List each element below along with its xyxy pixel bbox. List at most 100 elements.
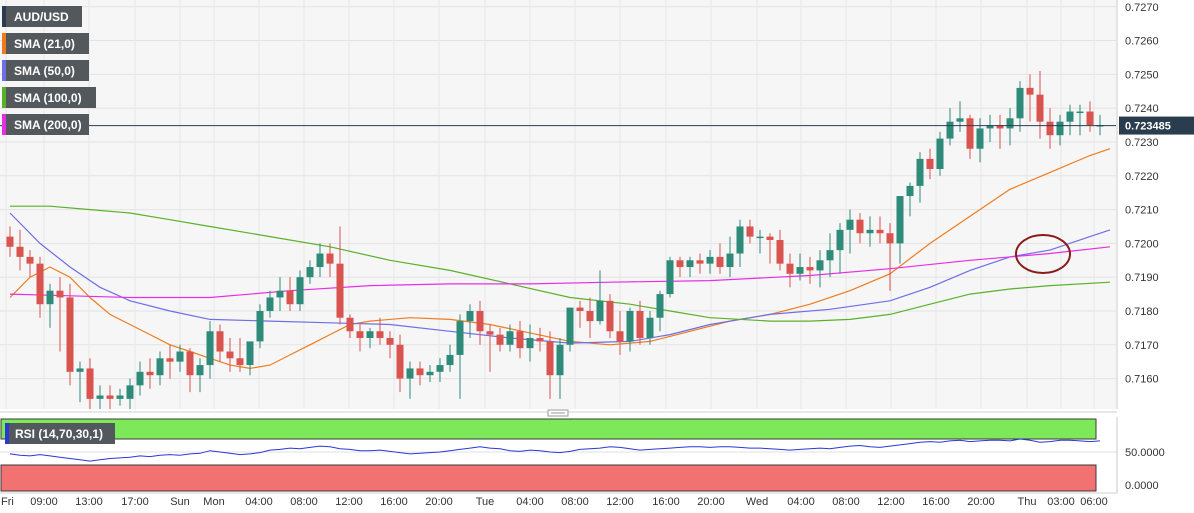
candle-body bbox=[856, 219, 864, 234]
candle-body bbox=[766, 236, 774, 240]
legend-item-box[interactable] bbox=[2, 114, 89, 135]
candle-body bbox=[386, 338, 394, 345]
legend-item-box[interactable] bbox=[2, 60, 89, 81]
candle-body bbox=[76, 368, 84, 372]
candle-body bbox=[736, 226, 744, 254]
candle-body bbox=[506, 331, 514, 345]
candle-body bbox=[666, 260, 674, 295]
candle-body bbox=[726, 253, 734, 268]
candle-body bbox=[886, 233, 894, 244]
y-tick-label: 0.7200 bbox=[1125, 238, 1159, 250]
candle-body bbox=[776, 239, 784, 264]
candle-body bbox=[1026, 87, 1034, 95]
x-tick-label: Mon bbox=[203, 496, 224, 508]
x-tick-label: 16:00 bbox=[380, 496, 408, 508]
x-tick-label: 12:00 bbox=[606, 496, 634, 508]
x-tick-label: 03:00 bbox=[1047, 496, 1075, 508]
candle-body bbox=[96, 395, 104, 399]
candle-body bbox=[36, 263, 44, 305]
x-tick-label: 06:00 bbox=[1080, 496, 1108, 508]
y-tick-label: 0.7270 bbox=[1125, 2, 1159, 14]
candle-body bbox=[176, 351, 184, 362]
legend-item-label: SMA (200,0) bbox=[14, 118, 82, 132]
candle-body bbox=[1056, 121, 1064, 136]
y-tick-label: 0.7240 bbox=[1125, 103, 1159, 115]
candle-body bbox=[706, 256, 714, 264]
x-tick-label: 20:00 bbox=[697, 496, 725, 508]
candle-body bbox=[216, 331, 224, 352]
candle-body bbox=[236, 358, 244, 366]
candle-body bbox=[356, 331, 364, 339]
x-tick-label: 16:00 bbox=[922, 496, 950, 508]
sma-line-4 bbox=[9, 246, 1111, 299]
candle-body bbox=[166, 358, 174, 362]
x-tick-label: 17:00 bbox=[121, 496, 149, 508]
candle-body bbox=[746, 226, 754, 237]
candle-body bbox=[6, 236, 14, 247]
candle-body bbox=[1086, 111, 1094, 126]
candle-body bbox=[1006, 118, 1014, 129]
candle-body bbox=[466, 310, 474, 322]
candle-body bbox=[686, 260, 694, 268]
candle-body bbox=[336, 263, 344, 318]
y-tick-label: 0.7190 bbox=[1125, 272, 1159, 284]
candle-body bbox=[576, 307, 584, 311]
candle-body bbox=[16, 246, 24, 257]
y-tick-label: 0.7260 bbox=[1125, 36, 1159, 48]
candle-body bbox=[376, 331, 384, 339]
rsi-label-box[interactable] bbox=[5, 423, 115, 444]
candle-body bbox=[966, 118, 974, 149]
x-tick-label: 13:00 bbox=[75, 496, 103, 508]
candle-body bbox=[616, 331, 624, 342]
candle-body bbox=[366, 331, 374, 339]
candle-body bbox=[316, 253, 324, 268]
x-tick-label: Sun bbox=[170, 496, 190, 508]
candle-body bbox=[786, 263, 794, 274]
rsi-overbought-zone bbox=[0, 418, 1097, 440]
candle-body bbox=[526, 338, 534, 349]
candle-body bbox=[936, 138, 944, 170]
candle-body bbox=[496, 334, 504, 345]
candle-body bbox=[416, 368, 424, 376]
candle-body bbox=[836, 229, 844, 251]
candle-body bbox=[696, 260, 704, 264]
candle-body bbox=[486, 331, 494, 335]
x-tick-label: 20:00 bbox=[967, 496, 995, 508]
candle-body bbox=[906, 185, 914, 197]
main-plot-area bbox=[0, 0, 1116, 409]
x-tick-label: 09:00 bbox=[30, 496, 58, 508]
x-tick-label: 04:00 bbox=[787, 496, 815, 508]
candle-body bbox=[866, 229, 874, 234]
candle-body bbox=[606, 300, 614, 332]
candle-body bbox=[676, 260, 684, 268]
candle-body bbox=[1076, 111, 1084, 114]
rsi-oversold-zone bbox=[0, 464, 1097, 492]
rsi-y-tick-label: 50.0000 bbox=[1125, 447, 1165, 459]
candle-body bbox=[276, 290, 284, 298]
candle-body bbox=[186, 351, 194, 376]
candle-body bbox=[586, 310, 594, 322]
candle-body bbox=[56, 290, 64, 298]
x-tick-label: 12:00 bbox=[877, 496, 905, 508]
candle-body bbox=[796, 267, 804, 274]
candle-body bbox=[636, 310, 644, 339]
legend-item-swatch bbox=[2, 87, 6, 108]
y-tick-label: 0.7220 bbox=[1125, 171, 1159, 183]
y-tick-label: 0.7180 bbox=[1125, 306, 1159, 318]
candle-body bbox=[596, 300, 604, 322]
candle-body bbox=[406, 368, 414, 379]
candle-body bbox=[126, 385, 134, 399]
y-tick-label: 0.7250 bbox=[1125, 69, 1159, 81]
legend-item-swatch bbox=[2, 60, 6, 81]
candle-body bbox=[816, 260, 824, 271]
legend-item-box[interactable] bbox=[2, 6, 82, 27]
legend-item-box[interactable] bbox=[2, 87, 96, 108]
x-tick-label: Thu bbox=[1018, 496, 1037, 508]
candle-body bbox=[206, 331, 214, 366]
legend-item-box[interactable] bbox=[2, 33, 89, 54]
candle-body bbox=[266, 297, 274, 311]
candle-body bbox=[916, 158, 924, 186]
candle-body bbox=[1036, 94, 1044, 122]
x-tick-label: 08:00 bbox=[290, 496, 318, 508]
